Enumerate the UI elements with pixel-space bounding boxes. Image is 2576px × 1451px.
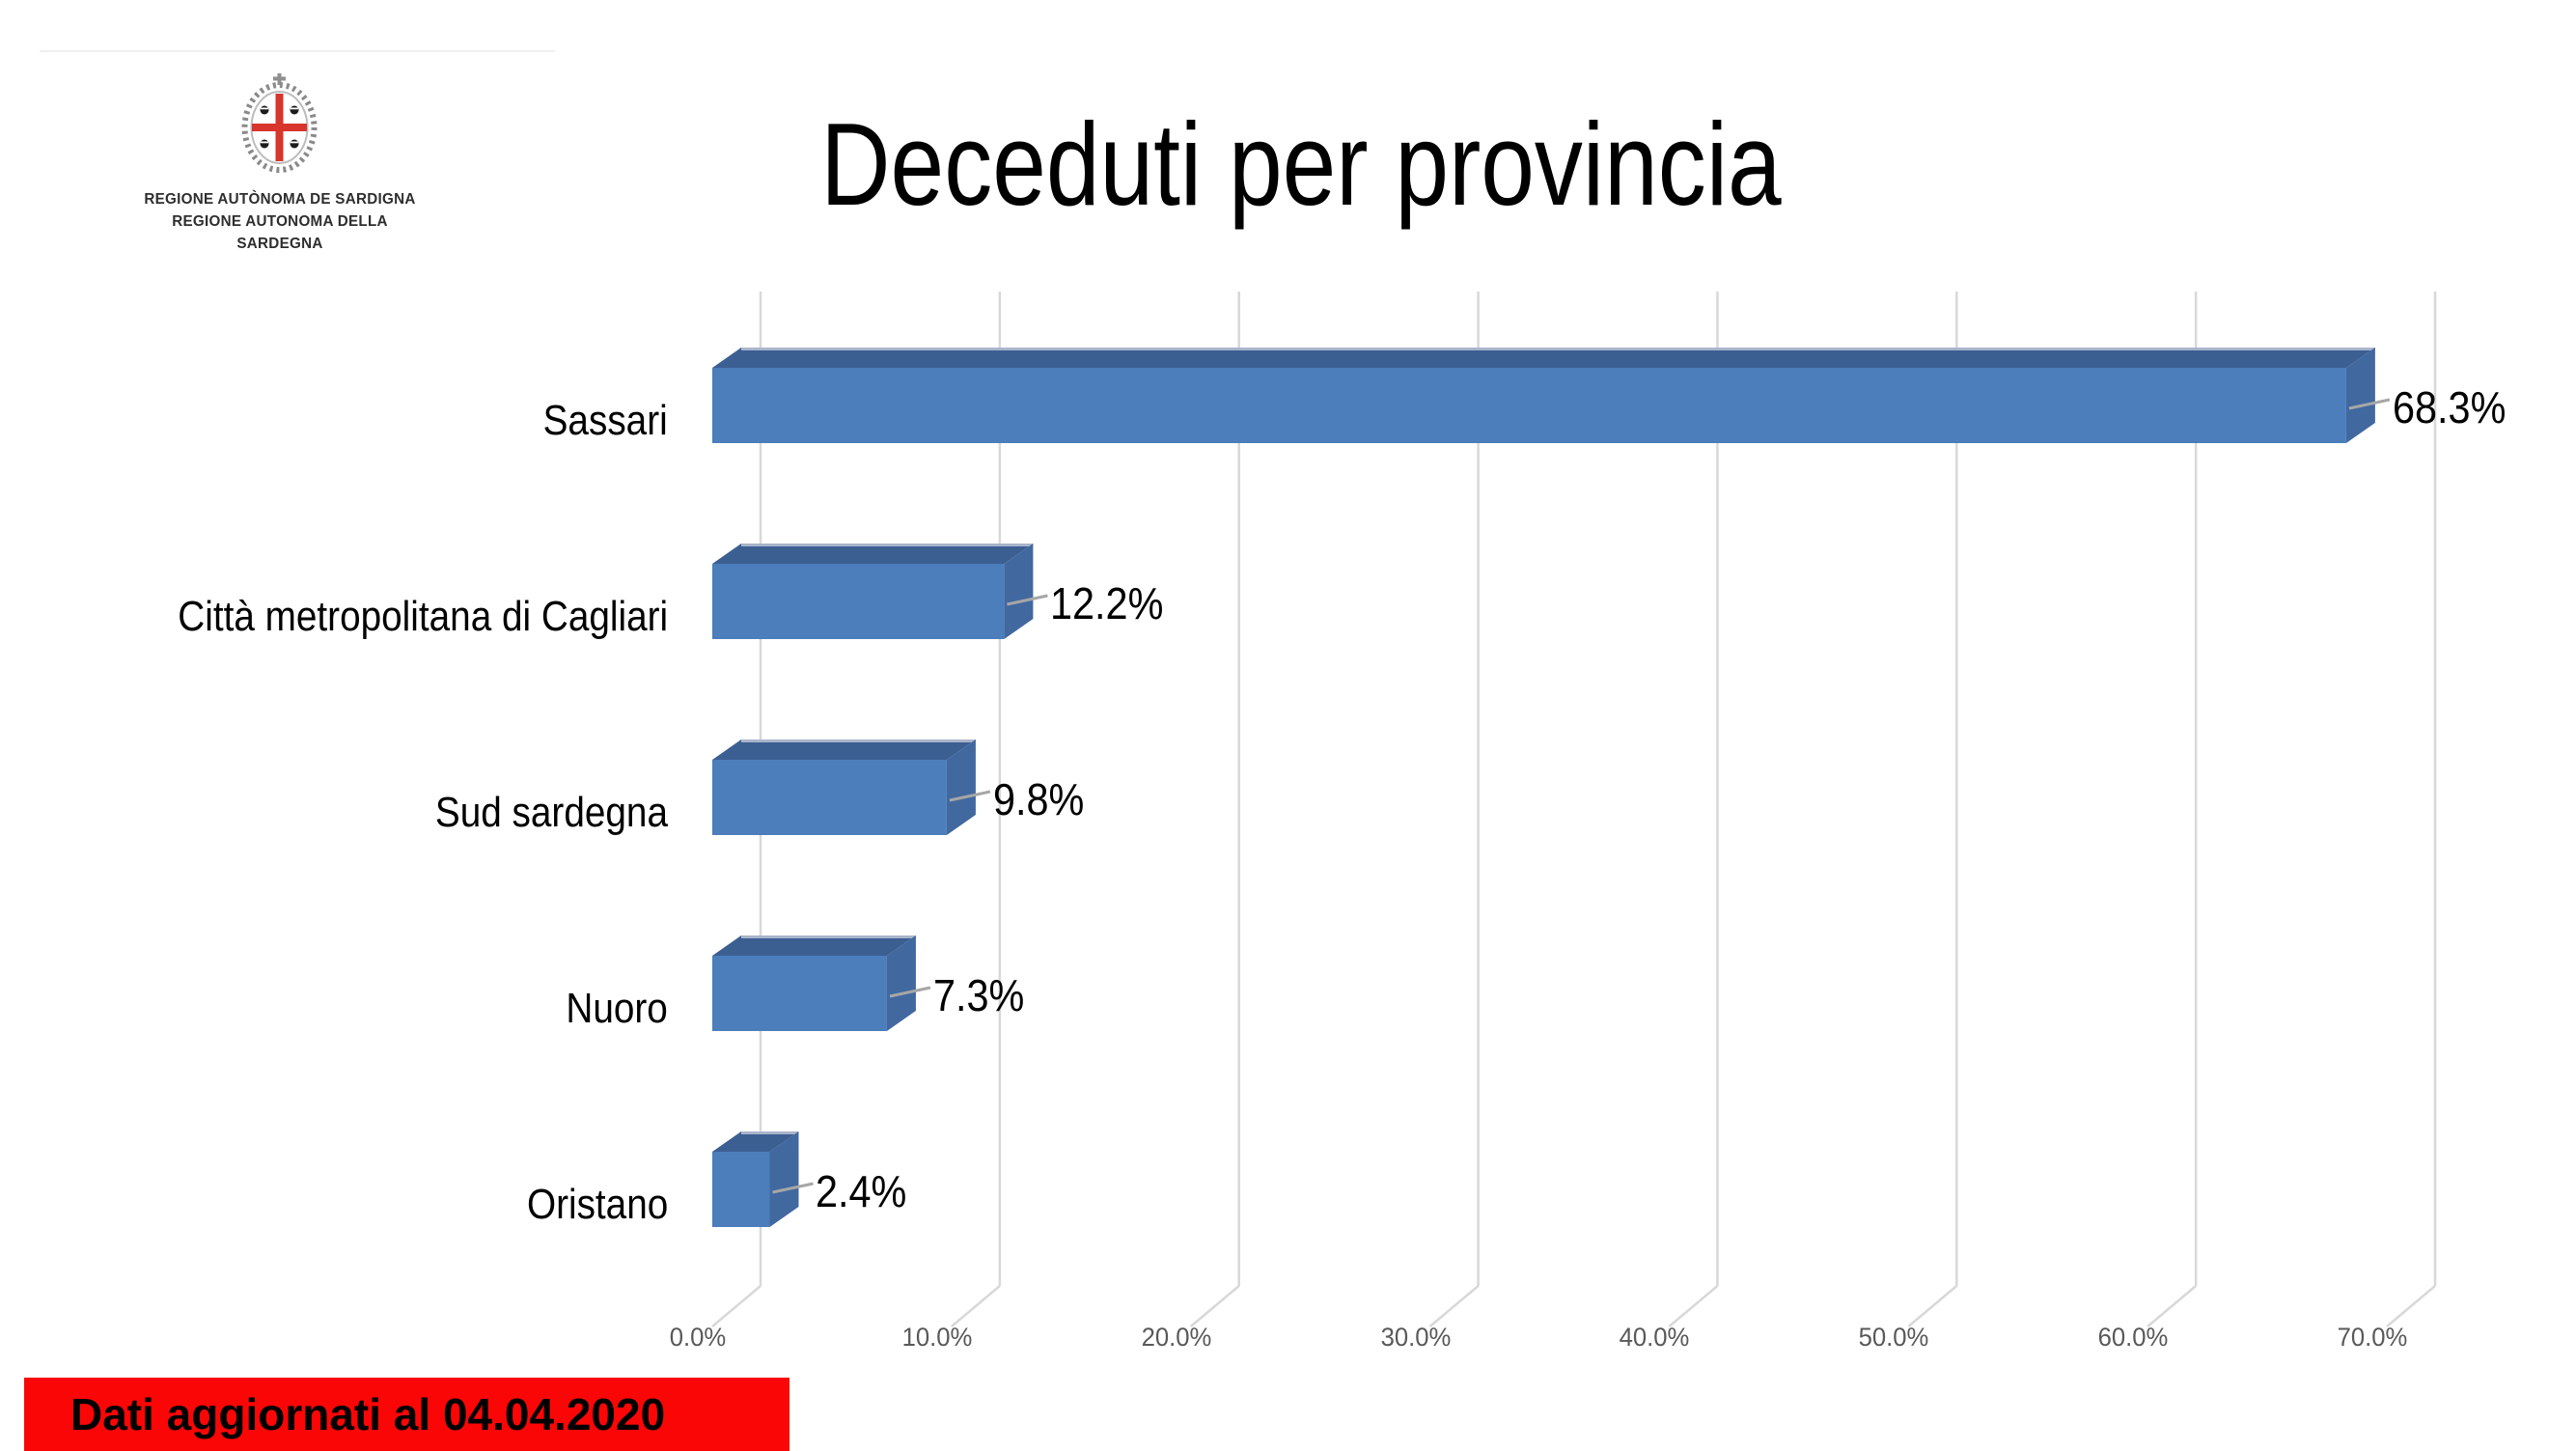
gridline-floor <box>1668 1285 1719 1327</box>
decorative-line <box>40 50 555 52</box>
bar-top-face <box>712 1131 799 1152</box>
bar-front-face <box>712 368 2346 443</box>
bar-top-face <box>712 544 1034 564</box>
gridline-floor <box>2147 1285 2197 1327</box>
bar-front-face <box>712 564 1005 639</box>
gridline-floor <box>1428 1285 1480 1327</box>
leader-line <box>2348 398 2391 410</box>
leader-line <box>1007 594 1048 606</box>
bar-side-face <box>2345 348 2375 443</box>
gridline-floor <box>1907 1285 1958 1327</box>
gridline-floor <box>711 1285 762 1327</box>
leader-line <box>772 1182 814 1194</box>
gridline-floor <box>1189 1285 1240 1327</box>
logo-text-line2: REGIONE AUTONOMA DELLA SARDEGNA <box>172 213 388 252</box>
gridline-floor <box>951 1285 1001 1327</box>
logo-text-line1: REGIONE AUTÒNOMA DE SARDIGNA <box>144 191 416 208</box>
bar-top-face <box>712 739 976 760</box>
footer-banner: Dati aggiornati al 04.04.2020 <box>24 1378 789 1451</box>
leader-line <box>889 986 931 998</box>
leader-line <box>949 790 991 802</box>
bar-side-face <box>946 739 976 835</box>
bar-side-face <box>1004 544 1034 639</box>
banner-text: Dati aggiornati al 04.04.2020 <box>70 1389 666 1439</box>
crest-heads <box>260 105 299 149</box>
bar-side-face <box>886 935 916 1031</box>
bar-front-face <box>712 1152 770 1227</box>
gridline-floor <box>2386 1285 2436 1327</box>
bar-top-face <box>712 348 2375 368</box>
bar-front-face <box>712 956 887 1031</box>
bar-top-face <box>712 935 916 956</box>
sardinia-crest-icon <box>241 73 318 173</box>
logo-text: REGIONE AUTÒNOMA DE SARDIGNA REGIONE AUT… <box>128 188 431 255</box>
chart-title: Deceduti per provincia <box>820 98 1782 230</box>
bar-side-face <box>769 1131 799 1227</box>
bar-front-face <box>712 760 947 835</box>
